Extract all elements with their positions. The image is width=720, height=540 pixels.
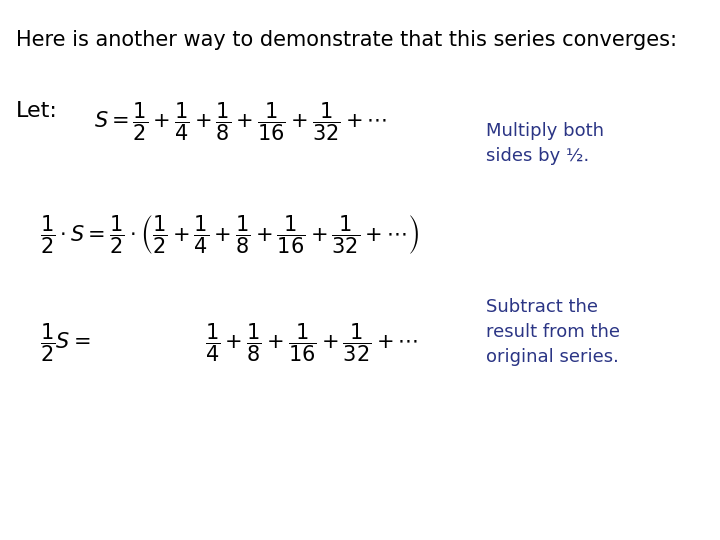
- Text: $\dfrac{1}{2}S =$: $\dfrac{1}{2}S =$: [40, 322, 90, 364]
- Text: Let:: Let:: [16, 100, 58, 121]
- Text: Multiply both
sides by ½.: Multiply both sides by ½.: [486, 122, 604, 165]
- Text: Here is another way to demonstrate that this series converges:: Here is another way to demonstrate that …: [16, 30, 677, 50]
- Text: $\dfrac{1}{2}\cdot S = \dfrac{1}{2}\cdot\left(\dfrac{1}{2}+\dfrac{1}{4}+\dfrac{1: $\dfrac{1}{2}\cdot S = \dfrac{1}{2}\cdot…: [40, 213, 418, 256]
- Text: $S = \dfrac{1}{2}+\dfrac{1}{4}+\dfrac{1}{8}+\dfrac{1}{16}+\dfrac{1}{32}+\cdots$: $S = \dfrac{1}{2}+\dfrac{1}{4}+\dfrac{1}…: [94, 100, 387, 143]
- Text: Subtract the
result from the
original series.: Subtract the result from the original se…: [486, 298, 620, 366]
- Text: $\dfrac{1}{4}+\dfrac{1}{8}+\dfrac{1}{16}+\dfrac{1}{32}+\cdots$: $\dfrac{1}{4}+\dfrac{1}{8}+\dfrac{1}{16}…: [205, 322, 418, 364]
